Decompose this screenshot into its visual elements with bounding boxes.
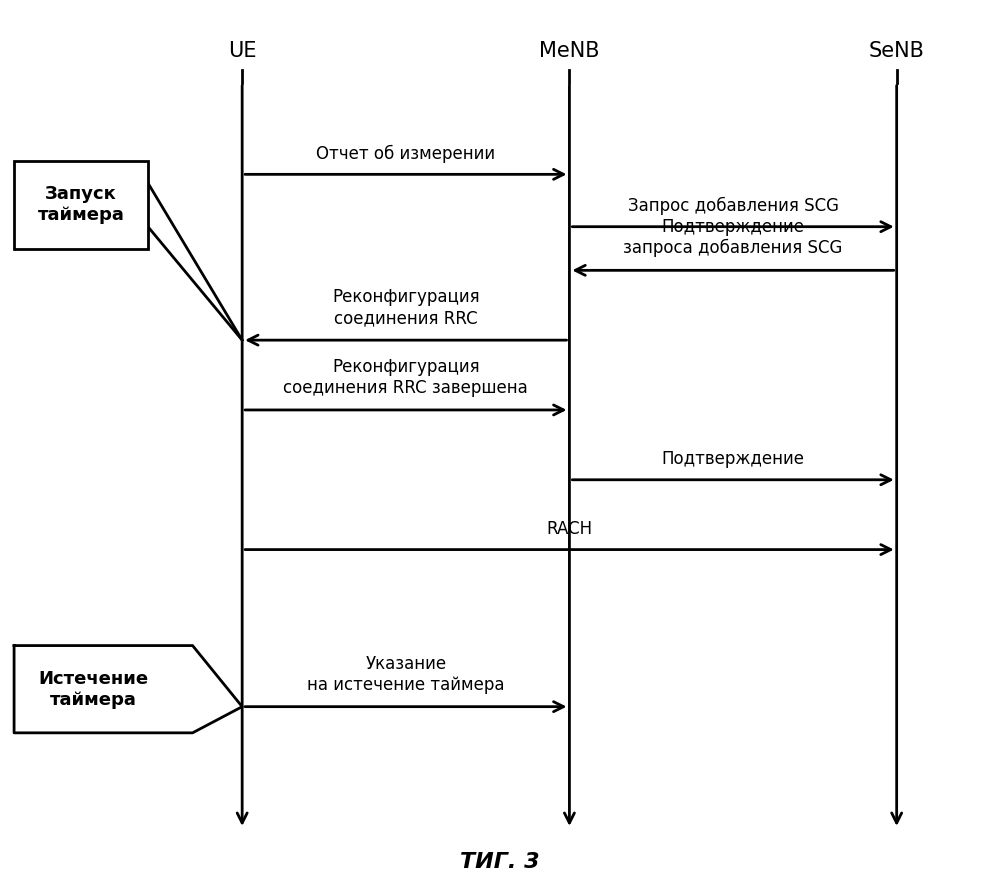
Text: UE: UE xyxy=(228,41,256,61)
Text: MeNB: MeNB xyxy=(539,41,600,61)
Text: RACH: RACH xyxy=(546,521,592,538)
Text: Истечение
таймера: Истечение таймера xyxy=(38,670,148,708)
Text: Запрос добавления SCG: Запрос добавления SCG xyxy=(628,197,839,215)
Text: ΤИГ. 3: ΤИГ. 3 xyxy=(460,853,540,872)
Polygon shape xyxy=(14,646,242,733)
Text: Реконфигурация
соединения RRC: Реконфигурация соединения RRC xyxy=(332,288,480,327)
Text: Отчет об измерении: Отчет об измерении xyxy=(316,144,495,163)
FancyBboxPatch shape xyxy=(14,161,148,248)
Text: Реконфигурация
соединения RRC завершена: Реконфигурация соединения RRC завершена xyxy=(283,358,528,396)
Text: Запуск
таймера: Запуск таймера xyxy=(38,186,124,225)
Text: Подтверждение
запроса добавления SCG: Подтверждение запроса добавления SCG xyxy=(623,218,843,257)
Text: Указание
на истечение таймера: Указание на истечение таймера xyxy=(307,655,505,693)
Text: Подтверждение: Подтверждение xyxy=(662,450,805,469)
Text: SeNB: SeNB xyxy=(869,41,925,61)
